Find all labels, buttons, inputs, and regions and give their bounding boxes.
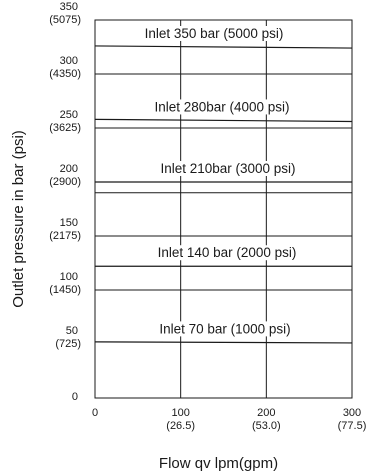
x-tick-sublabel: (77.5) [338, 420, 367, 432]
y-tick-label: 100 [60, 271, 78, 283]
x-tick-sublabel: (26.5) [166, 420, 195, 432]
y-tick-label: 300 [60, 55, 78, 67]
y-tick-sublabel: (725) [55, 338, 81, 350]
y-tick-label: 0 [72, 391, 78, 403]
series-label: Inlet 140 bar (2000 psi) [158, 245, 297, 260]
plot-frame [94, 19, 353, 399]
series-label-backing [152, 99, 292, 115]
x-tick-sublabel: (53.0) [252, 420, 281, 432]
tick-layer: 0 100(26.5)200(53.0)300(77.5)050(725)100(… [49, 1, 366, 432]
x-tick-label: 0 [92, 407, 98, 419]
y-tick-sublabel: (2175) [49, 230, 81, 242]
y-tick-label: 250 [60, 109, 78, 121]
y-tick-label: 200 [60, 163, 78, 175]
y-tick-label: 150 [60, 217, 78, 229]
x-tick-label: 200 [257, 407, 275, 419]
x-tick-label: 100 [171, 407, 189, 419]
y-axis-title: Outlet pressure in bar (psi) [10, 130, 27, 308]
series-label-backing [157, 321, 293, 337]
x-tick-label: 300 [343, 407, 361, 419]
series-label: Inlet 350 bar (5000 psi) [145, 26, 284, 41]
series-layer [94, 45, 353, 344]
series-line [94, 341, 353, 344]
series-label: Inlet 280bar (4000 psi) [154, 99, 289, 114]
y-tick-sublabel: (4350) [49, 68, 81, 80]
series-label-backing [158, 161, 298, 176]
series-label: Inlet 70 bar (1000 psi) [159, 321, 290, 336]
grid-layer [95, 20, 352, 398]
y-tick-sublabel: (1450) [49, 284, 81, 296]
y-tick-sublabel: (3625) [49, 122, 81, 134]
series-label: Inlet 210bar (3000 psi) [160, 161, 295, 176]
x-axis-title: Flow qv lpm(gpm) [159, 455, 278, 472]
y-tick-label: 50 [66, 325, 78, 337]
series-label-backing [155, 245, 299, 261]
label-layer: Inlet 350 bar (5000 psi) Inlet 280bar (40… [142, 26, 299, 337]
series-line [94, 118, 353, 123]
y-tick-sublabel: (5075) [49, 14, 81, 26]
series-label-backing [142, 26, 286, 41]
y-tick-sublabel: (2900) [49, 176, 81, 188]
series-line [94, 45, 353, 49]
y-tick-label: 350 [60, 1, 78, 13]
